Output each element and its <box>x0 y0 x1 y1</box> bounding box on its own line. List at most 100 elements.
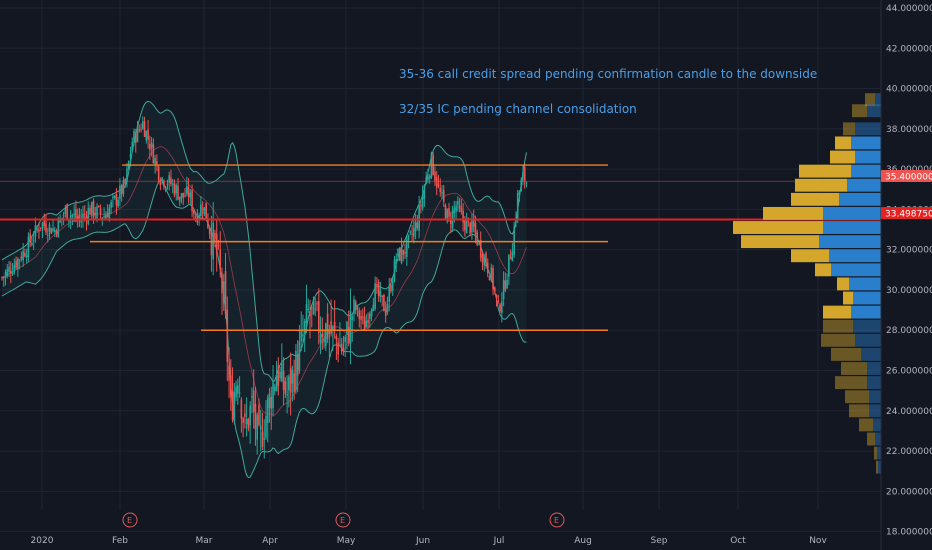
candle <box>13 258 16 275</box>
candle <box>224 253 227 319</box>
earnings-marker-may[interactable]: E <box>335 512 351 528</box>
candle <box>365 314 368 328</box>
candle <box>314 297 317 317</box>
earnings-marker-jul[interactable]: E <box>549 512 565 528</box>
volume-profile-bar-up <box>878 460 881 474</box>
volume-profile-bar-down <box>835 376 867 390</box>
candle <box>525 181 528 188</box>
candle <box>363 306 366 332</box>
candle <box>354 299 357 315</box>
candle <box>321 317 324 350</box>
candle <box>520 177 522 192</box>
volume-profile-bar-up <box>823 206 881 220</box>
candle <box>215 219 218 272</box>
volume-profile-bar-down <box>733 221 823 234</box>
candle <box>374 276 376 311</box>
earnings-label: E <box>340 516 345 525</box>
candle <box>180 193 183 204</box>
volume-profile-bar-down <box>843 291 853 305</box>
candle <box>318 288 320 345</box>
candle <box>184 187 186 198</box>
candle <box>483 254 486 272</box>
candle <box>402 249 405 262</box>
candle <box>432 152 434 176</box>
candle <box>152 138 155 164</box>
candle <box>337 337 339 363</box>
volume-profile-bar-down <box>835 136 851 150</box>
candle <box>8 261 10 277</box>
candle <box>22 242 24 267</box>
earnings-marker-feb[interactable]: E <box>122 512 138 528</box>
candle <box>240 397 243 433</box>
candle <box>279 366 281 382</box>
candle <box>150 137 153 157</box>
candle <box>398 246 401 262</box>
volume-profile-bar-up <box>869 390 881 404</box>
candle <box>64 204 67 218</box>
candle <box>106 204 109 218</box>
candle <box>219 231 222 278</box>
candle <box>143 116 146 137</box>
candle <box>300 311 302 352</box>
candle <box>159 177 162 191</box>
candle <box>17 257 19 277</box>
candle <box>476 229 478 247</box>
candle <box>416 214 419 231</box>
volume-profile-bar-up <box>855 150 881 164</box>
y-tick-label: 32.00000000 <box>886 246 932 256</box>
candle <box>490 263 493 283</box>
candle <box>406 234 408 266</box>
volume-profile-bar-up <box>873 418 881 432</box>
candle <box>115 188 118 215</box>
candle <box>214 229 216 247</box>
candle <box>178 196 181 207</box>
candle <box>303 318 306 353</box>
candle <box>170 169 172 187</box>
poc-price-label: 33.49875000 <box>885 210 932 220</box>
candle <box>76 208 79 228</box>
candle <box>516 189 519 223</box>
candle <box>256 412 258 455</box>
volume-profile-bar-down <box>741 235 819 249</box>
candle <box>136 120 139 143</box>
volume-profile-bar-down <box>865 93 875 107</box>
candle <box>140 123 142 133</box>
candle <box>251 387 253 414</box>
candle <box>494 286 496 295</box>
candle <box>397 248 399 262</box>
candle <box>110 199 112 215</box>
candle <box>291 365 294 402</box>
candle <box>295 344 297 394</box>
candle <box>221 267 223 315</box>
candle <box>34 217 37 243</box>
candle <box>277 357 280 396</box>
candle <box>310 306 313 328</box>
candle <box>32 231 35 251</box>
candle <box>99 204 102 220</box>
candle <box>388 278 390 312</box>
volume-profile-bar-up <box>867 104 881 118</box>
candle <box>10 261 12 284</box>
candle <box>369 311 371 328</box>
volume-profile-bar-up <box>839 192 881 206</box>
candle <box>342 335 345 356</box>
volume-profile-bar-up <box>847 178 881 192</box>
x-tick-label: Jul <box>493 536 505 546</box>
candle <box>469 221 471 237</box>
candle <box>286 375 288 414</box>
candle <box>200 196 202 217</box>
volume-profile-bar-up <box>851 305 881 319</box>
volume-profile-bar-up <box>877 446 881 460</box>
candle <box>425 171 427 185</box>
volume-profile-bar-up <box>819 235 881 249</box>
candle <box>340 338 343 355</box>
candle <box>98 205 100 208</box>
candle <box>142 116 144 130</box>
candle <box>245 397 248 437</box>
candle <box>513 221 515 258</box>
candle <box>395 253 398 273</box>
candle <box>237 378 239 405</box>
candle <box>265 400 267 440</box>
candle <box>259 409 262 452</box>
